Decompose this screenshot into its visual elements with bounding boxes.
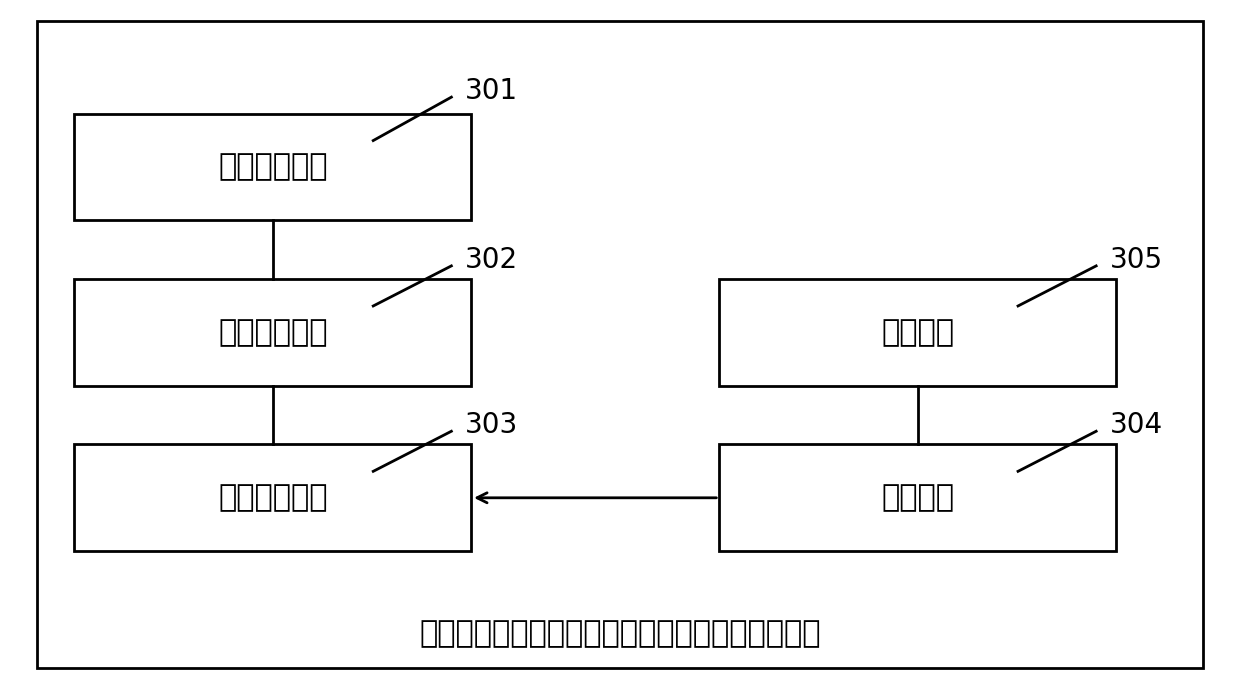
Text: 303: 303 xyxy=(465,411,518,439)
Text: 计算模块: 计算模块 xyxy=(882,483,954,513)
Bar xyxy=(719,444,1116,551)
Text: 分析模块: 分析模块 xyxy=(882,318,954,347)
Text: 第三确定模块: 第三确定模块 xyxy=(218,483,327,513)
Text: 304: 304 xyxy=(1110,411,1163,439)
Text: 第二确定模块: 第二确定模块 xyxy=(218,318,327,347)
Text: 基于血流储备分数的冠状动脉狭窄功能性检测装置: 基于血流储备分数的冠状动脉狭窄功能性检测装置 xyxy=(419,619,821,648)
Text: 301: 301 xyxy=(465,77,518,105)
Bar xyxy=(74,114,471,220)
Bar xyxy=(719,279,1116,386)
Bar xyxy=(74,444,471,551)
Text: 第一确定模块: 第一确定模块 xyxy=(218,152,327,182)
Text: 302: 302 xyxy=(465,246,518,274)
Text: 305: 305 xyxy=(1110,246,1163,274)
Bar xyxy=(74,279,471,386)
